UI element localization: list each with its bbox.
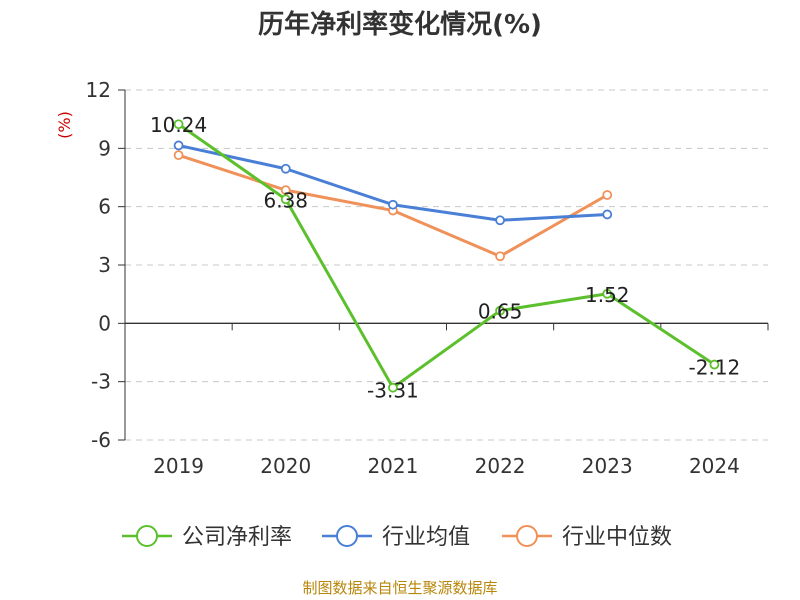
gridlines: [125, 89, 768, 441]
y-tick-label: -6: [91, 428, 111, 452]
data-label: 1.52: [585, 283, 630, 307]
data-point: [495, 215, 505, 226]
x-tick-label: 2022: [475, 454, 526, 478]
y-tick-label: -3: [91, 370, 111, 394]
data-point: [280, 163, 291, 174]
data-point: [173, 140, 184, 151]
series-line-0: [177, 122, 716, 390]
data-point: [173, 150, 184, 161]
legend-marker-0: [136, 525, 158, 547]
x-tick-label: 2023: [582, 454, 633, 478]
data-point: [495, 305, 505, 316]
legend-label-1: 行业均值: [382, 525, 470, 550]
legend-marker-2: [516, 525, 538, 547]
data-label: 0.65: [478, 300, 523, 324]
data-point: [602, 288, 613, 299]
data-label: 10.24: [150, 113, 207, 137]
data-point: [388, 382, 398, 393]
x-tick-label: 2020: [260, 454, 311, 478]
data-label: 6.38: [263, 188, 308, 212]
data-point: [280, 194, 291, 205]
source-note: 制图数据来自恒生聚源数据库: [302, 579, 497, 597]
data-point: [388, 199, 398, 210]
legend: 公司净利率 行业均值 行业中位数: [122, 525, 672, 550]
data-point: [602, 190, 613, 200]
x-tick-label: 2024: [689, 454, 740, 478]
axes: 12 9 6 3 0 -3 -6 2019 2020 2021 2022 2023 2024: [86, 78, 769, 478]
y-tick-label: 9: [98, 136, 111, 160]
data-point: [173, 119, 184, 130]
y-tick-label: 6: [98, 195, 111, 219]
y-tick-label: 0: [98, 311, 111, 335]
chart-title: 历年净利率变化情况(%): [258, 9, 542, 40]
x-tick-label: 2019: [153, 454, 204, 478]
y-axis-unit: (%): [55, 111, 74, 139]
data-labels: 10.24 6.38 -3.31 0.65 1.52 -2.12: [150, 113, 740, 402]
data-point: [709, 359, 720, 370]
data-label: -2.12: [689, 356, 741, 380]
legend-label-2: 行业中位数: [562, 525, 672, 550]
x-tick-label: 2021: [367, 454, 418, 478]
data-point: [602, 209, 613, 220]
data-point: [495, 251, 505, 262]
series-group: [173, 119, 720, 393]
data-point: [280, 185, 291, 196]
y-tick-label: 3: [98, 253, 111, 277]
legend-marker-1: [336, 525, 358, 547]
y-tick-label: 12: [86, 78, 111, 102]
legend-label-0: 公司净利率: [182, 525, 292, 550]
data-label: -3.31: [367, 379, 419, 403]
